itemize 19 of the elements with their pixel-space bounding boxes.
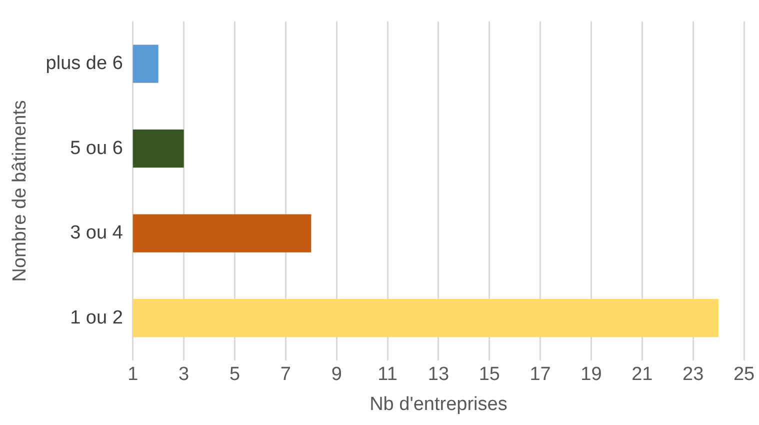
x-tick-label: 1 <box>128 364 138 386</box>
y-tick-label: 3 ou 4 <box>70 222 124 244</box>
x-tick-label: 5 <box>229 364 240 386</box>
x-tick-label: 23 <box>682 364 704 386</box>
y-tick-label: 5 ou 6 <box>70 138 123 159</box>
y-tick-label: 1 ou 2 <box>70 307 123 328</box>
x-tick-label: 11 <box>378 364 398 386</box>
x-tick-label: 15 <box>478 364 500 386</box>
x-tick-label: 3 <box>178 364 190 386</box>
x-tick-label: 19 <box>580 364 602 386</box>
x-tick-label: 21 <box>632 364 653 386</box>
x-tick-label: 13 <box>428 364 450 386</box>
x-tick-label: 9 <box>331 364 342 386</box>
x-axis-title: Nb d'entreprises <box>370 394 508 415</box>
y-axis-title: Nombre de bâtiments <box>10 100 31 282</box>
x-tick-label: 7 <box>280 364 291 386</box>
x-tick-label: 17 <box>530 364 551 386</box>
x-tick-label: 25 <box>733 364 755 386</box>
y-tick-label: plus de 6 <box>46 53 123 74</box>
